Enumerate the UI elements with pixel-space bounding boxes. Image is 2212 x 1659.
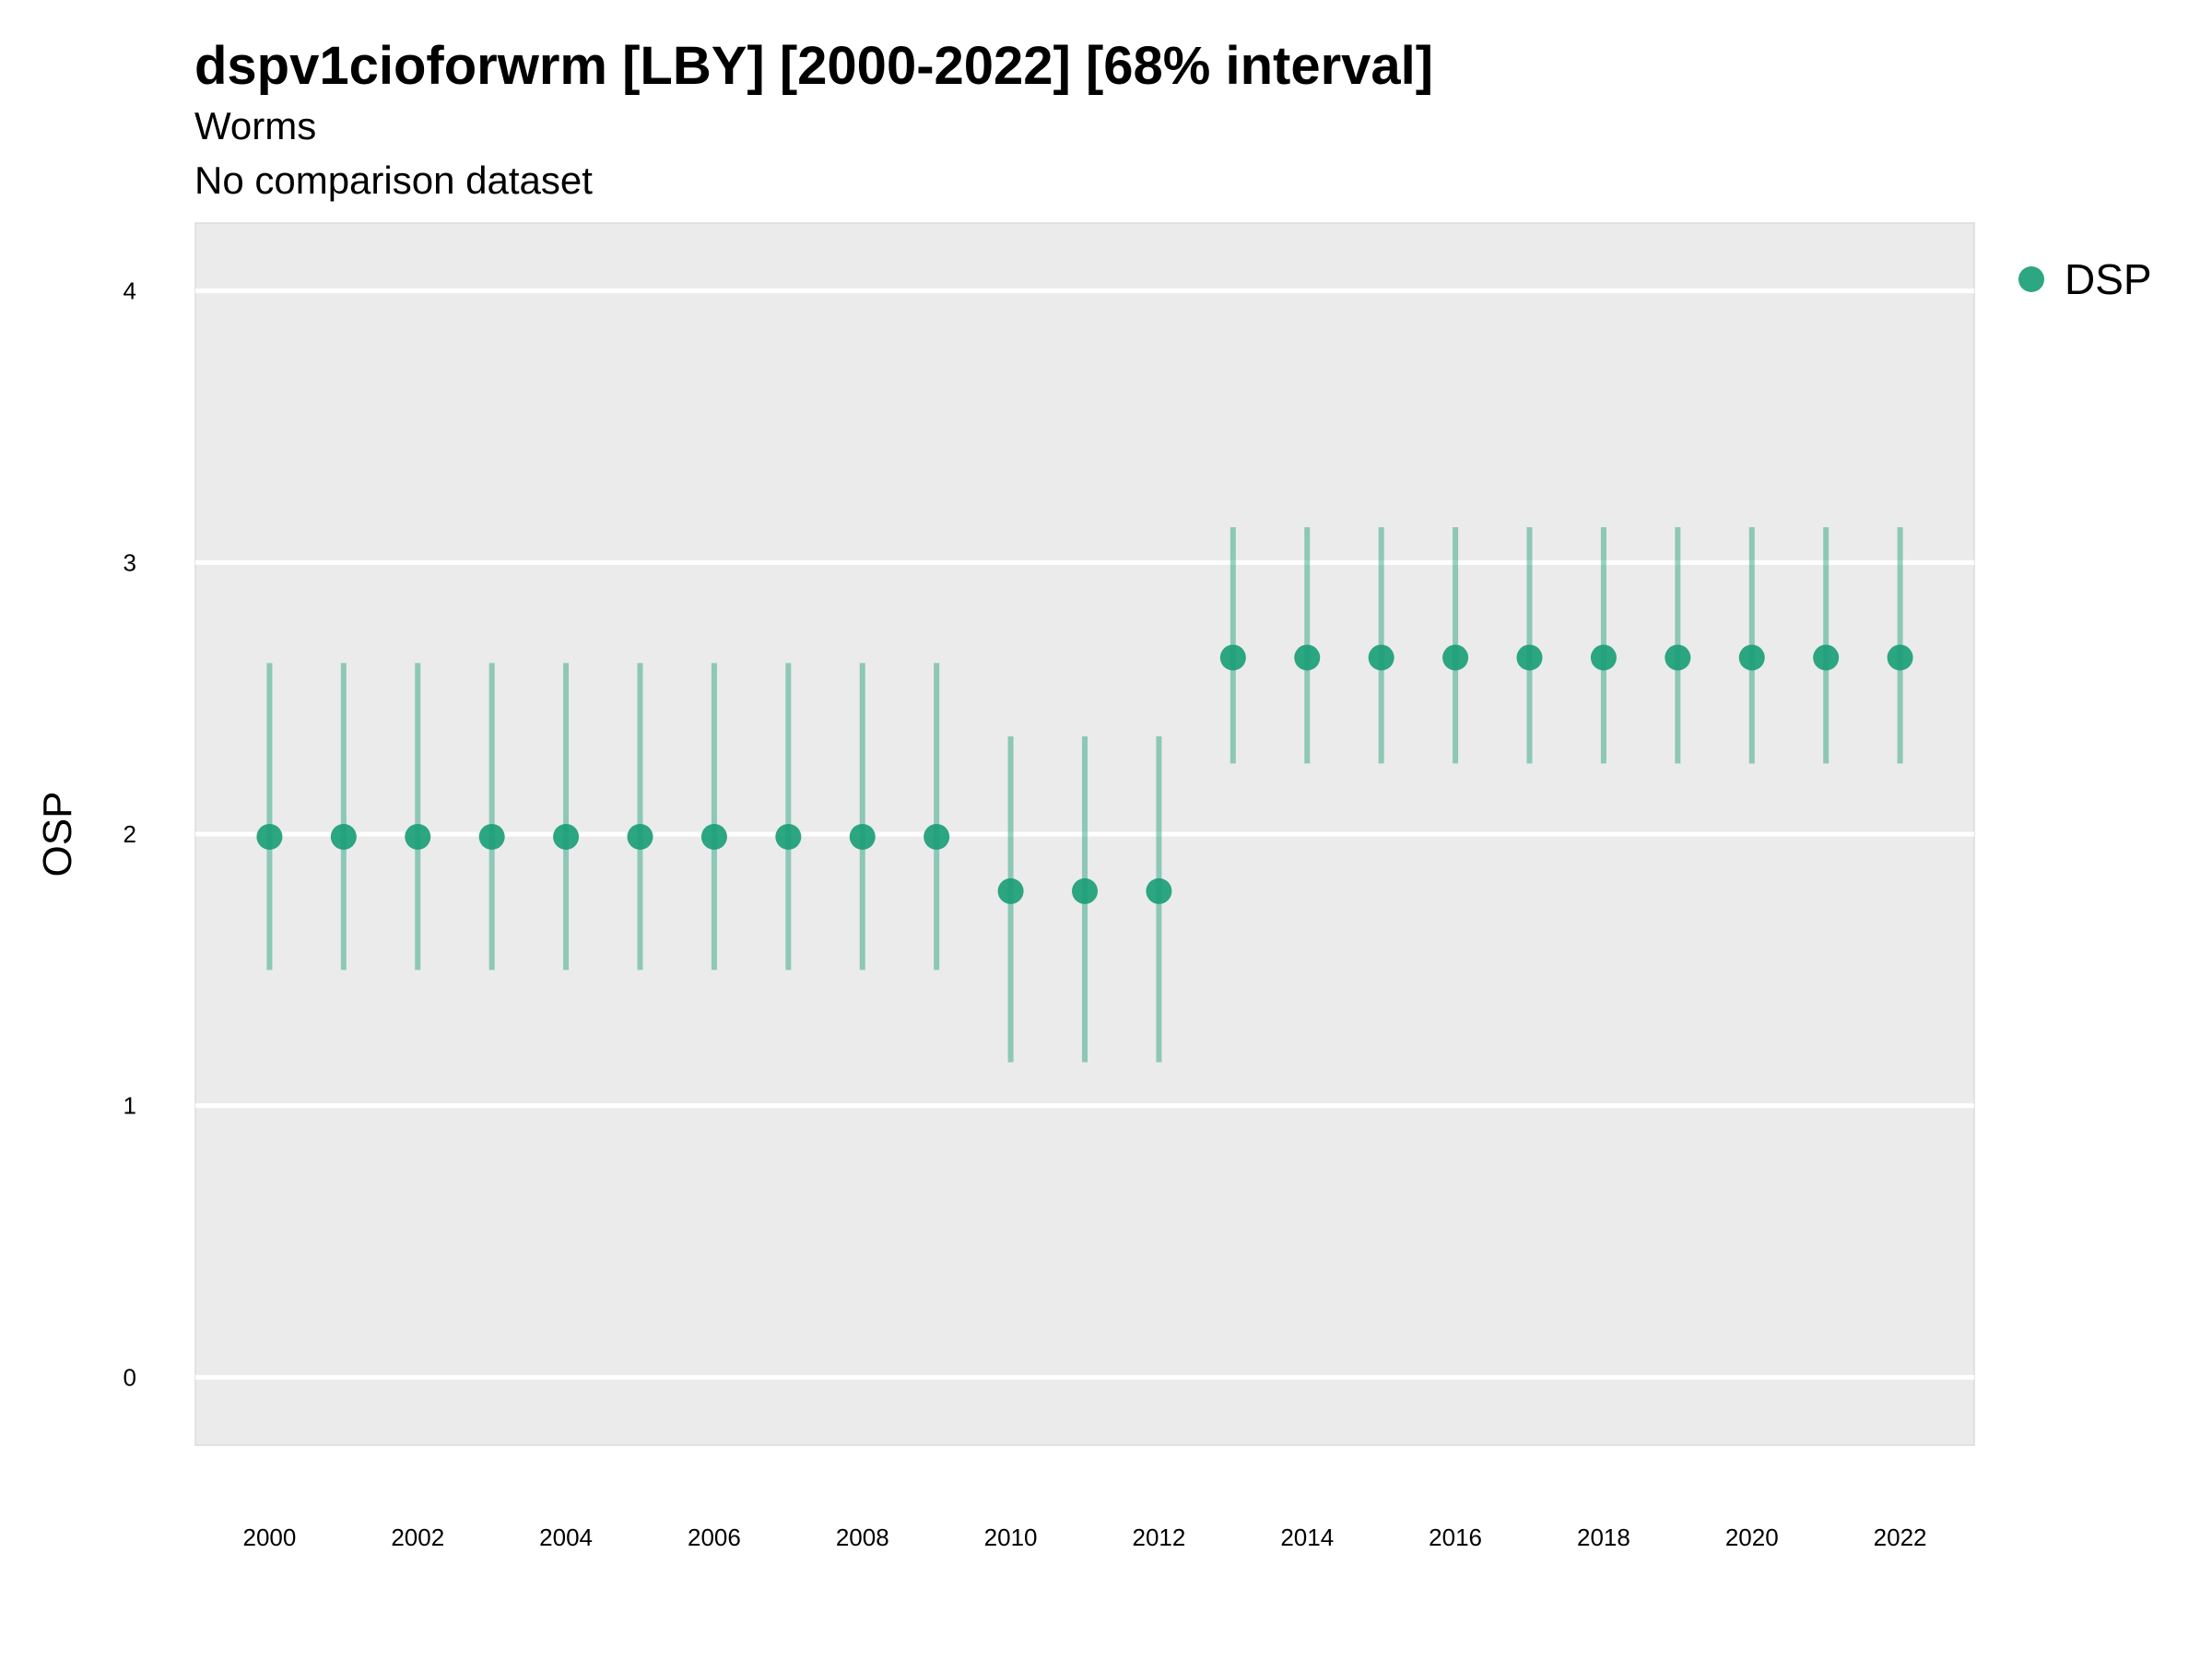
chart-title: dspv1cioforwrm [LBY] [2000-2022] [68% in… xyxy=(194,36,1434,96)
y-tick-label: 0 xyxy=(124,1363,136,1391)
legend-key xyxy=(2018,266,2044,292)
data-point xyxy=(1813,644,1840,671)
chart-subtitle-dataset: Worms xyxy=(194,104,317,147)
data-point xyxy=(1738,644,1765,671)
data-point xyxy=(1146,877,1172,904)
data-point xyxy=(997,877,1024,904)
data-point xyxy=(256,823,283,850)
y-tick-label: 4 xyxy=(124,277,136,305)
y-axis-title: OSP xyxy=(35,792,80,877)
y-tick-label: 3 xyxy=(124,548,136,576)
y-tick-label: 2 xyxy=(124,820,136,848)
data-point xyxy=(775,823,802,850)
y-tick-label: 1 xyxy=(124,1092,136,1120)
x-tick-label: 2004 xyxy=(539,1524,593,1551)
x-tick-label: 2006 xyxy=(688,1524,741,1551)
data-point xyxy=(924,823,950,850)
x-tick-label: 2010 xyxy=(984,1524,1038,1551)
x-tick-label: 2000 xyxy=(242,1524,296,1551)
x-tick-label: 2002 xyxy=(391,1524,444,1551)
x-tick-label: 2018 xyxy=(1577,1524,1630,1551)
data-point xyxy=(1665,644,1691,671)
data-point xyxy=(1590,644,1617,671)
x-tick-label: 2012 xyxy=(1132,1524,1185,1551)
x-tick-label: 2020 xyxy=(1725,1524,1779,1551)
data-point xyxy=(1072,877,1098,904)
data-point xyxy=(553,823,580,850)
data-point xyxy=(330,823,357,850)
x-tick-label: 2008 xyxy=(836,1524,889,1551)
data-point xyxy=(1442,644,1469,671)
data-point xyxy=(1294,644,1321,671)
data-point xyxy=(849,823,876,850)
data-point xyxy=(700,823,727,850)
x-tick-label: 2022 xyxy=(1874,1524,1927,1551)
data-point xyxy=(1219,644,1246,671)
data-point xyxy=(1887,644,1913,671)
data-point xyxy=(1368,644,1394,671)
data-point xyxy=(627,823,653,850)
legend-label: DSP xyxy=(2065,255,2152,303)
x-tick-label: 2014 xyxy=(1280,1524,1334,1551)
chart-subtitle-comparison: No comparison dataset xyxy=(194,159,593,202)
x-tick-label: 2016 xyxy=(1429,1524,1482,1551)
data-point xyxy=(478,823,505,850)
data-point xyxy=(405,823,431,850)
data-point xyxy=(1516,644,1543,671)
